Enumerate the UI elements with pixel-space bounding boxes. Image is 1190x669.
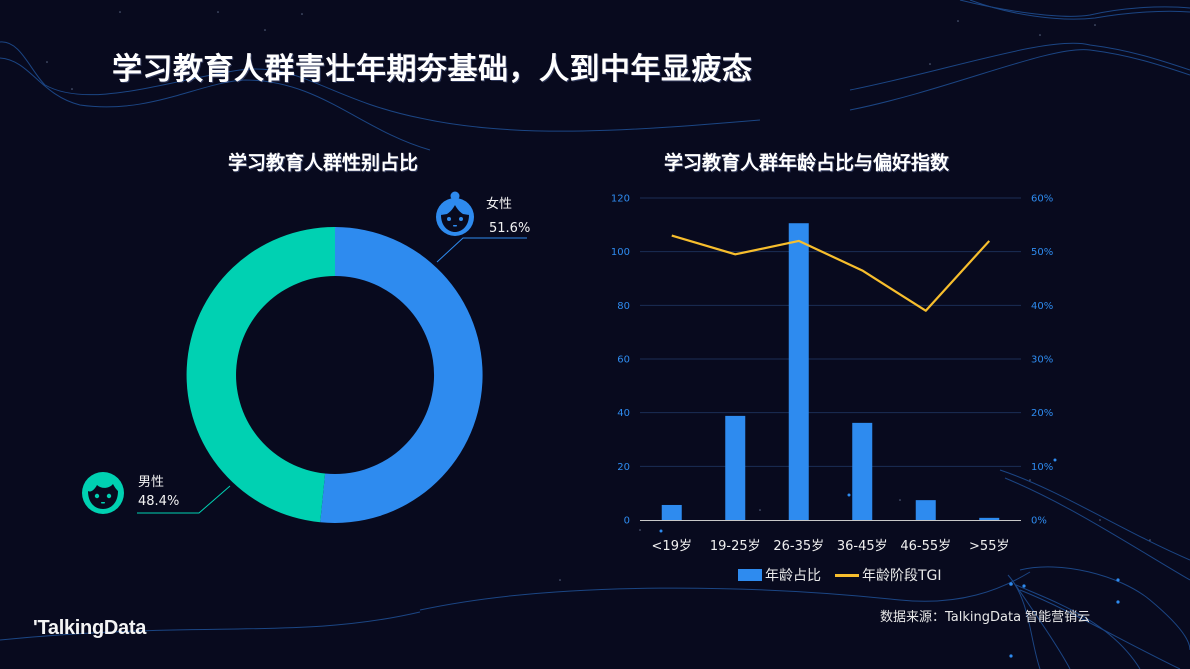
tgi-polyline[interactable] <box>671 234 991 312</box>
bar-0[interactable] <box>661 504 682 520</box>
age-share-bars <box>661 223 1000 520</box>
bar-4[interactable] <box>915 500 936 520</box>
tgi-line <box>671 234 991 312</box>
left-tick-label: 0 <box>624 516 630 527</box>
right-tick-label: 10% <box>1031 462 1053 473</box>
female-leader-line <box>436 237 527 263</box>
female-label: 女性 <box>486 197 513 212</box>
left-tick-label: 80 <box>617 301 630 312</box>
legend-item-age-share[interactable]: 年龄占比 <box>738 565 821 585</box>
bar-1[interactable] <box>725 415 746 520</box>
right-tick-label: 0% <box>1031 516 1047 527</box>
left-tick-label: 20 <box>617 462 630 473</box>
right-tick-label: 50% <box>1031 247 1053 258</box>
talkingdata-logo: 'TalkingData <box>33 617 147 639</box>
donut-segment-female[interactable] <box>320 227 483 523</box>
legend-item-tgi[interactable]: 年龄阶段TGI <box>835 565 942 585</box>
bar-5[interactable] <box>979 517 1000 520</box>
x-axis-labels: <19岁 19-25岁 26-35岁 36-45岁 46-55岁 >55岁 <box>652 539 1010 554</box>
right-tick-label: 60% <box>1031 194 1053 205</box>
donut-segment-male[interactable] <box>186 226 335 523</box>
chart-legend: 年龄占比 年龄阶段TGI <box>738 565 956 585</box>
line-swatch-icon <box>835 573 859 577</box>
left-y-axis: 0 20 40 60 80 100 120 <box>611 194 630 527</box>
right-y-axis: 0% 10% 20% 30% 40% 50% 60% <box>1031 194 1053 527</box>
x-tick-label: <19岁 <box>652 539 692 554</box>
right-tick-label: 20% <box>1031 408 1053 419</box>
chart-gridlines <box>640 197 1021 467</box>
bar-2[interactable] <box>788 223 809 520</box>
x-tick-label: 26-35岁 <box>773 539 824 554</box>
x-tick-label: 46-55岁 <box>900 539 951 554</box>
bar-3[interactable] <box>852 422 873 520</box>
male-value: 48.4% <box>138 494 180 509</box>
left-tick-label: 100 <box>611 247 630 258</box>
male-face-icon <box>82 472 124 514</box>
left-tick-label: 60 <box>617 355 630 366</box>
legend-label-tgi: 年龄阶段TGI <box>862 568 942 584</box>
page-title: 学习教育人群青壮年期夯基础，人到中年显疲态 <box>112 52 753 87</box>
left-tick-label: 40 <box>617 408 630 419</box>
legend-label-age-share: 年龄占比 <box>765 568 821 584</box>
female-value: 51.6% <box>489 221 531 236</box>
gender-chart-title: 学习教育人群性别占比 <box>228 152 419 174</box>
bar-swatch-icon <box>738 569 762 581</box>
age-chart-title: 学习教育人群年龄占比与偏好指数 <box>664 152 950 174</box>
male-leader-line <box>137 485 231 514</box>
data-source: 数据来源：TalkingData 智能营销云 <box>880 610 1091 625</box>
right-tick-label: 30% <box>1031 355 1053 366</box>
x-tick-label: 36-45岁 <box>837 539 888 554</box>
male-label: 男性 <box>138 475 165 490</box>
female-face-icon <box>436 191 474 236</box>
right-tick-label: 40% <box>1031 301 1053 312</box>
x-tick-label: 19-25岁 <box>710 539 761 554</box>
left-tick-label: 120 <box>611 194 630 205</box>
x-tick-label: >55岁 <box>969 539 1009 554</box>
